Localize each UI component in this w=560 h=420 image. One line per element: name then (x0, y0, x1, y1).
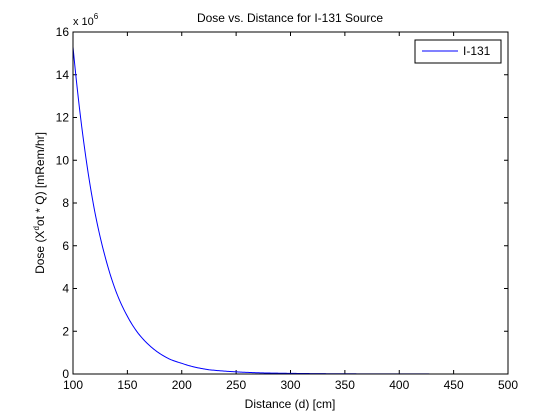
x-tick-label: 150 (117, 378, 137, 392)
y-multiplier: x 106 (73, 12, 99, 28)
x-tick-label: 450 (444, 378, 464, 392)
y-axis-label-suffix: ot * Q) [mRem/hr] (33, 132, 47, 226)
y-tick-label: 8 (62, 196, 69, 210)
x-tick-label: 350 (335, 378, 355, 392)
y-tick-label: 2 (62, 324, 69, 338)
y-multiplier-base: x 10 (73, 16, 94, 28)
y-tick-label: 10 (56, 153, 70, 167)
x-tick-label: 400 (389, 378, 409, 392)
x-tick-label: 200 (172, 378, 192, 392)
legend: I-131 (414, 39, 502, 64)
x-tick-label: 500 (498, 378, 518, 392)
axes-box (72, 31, 509, 375)
y-axis-ticks: 0 2 4 6 8 10 12 14 16 (56, 25, 508, 381)
y-tick-label: 16 (56, 25, 70, 39)
y-tick-label: 12 (56, 111, 70, 125)
x-tick-label: 100 (63, 378, 83, 392)
y-axis-label: Dose (Xdot * Q) [mRem/hr] (32, 132, 47, 274)
y-tick-label: 4 (62, 282, 69, 296)
y-tick-label: 6 (62, 239, 69, 253)
plot-area (73, 32, 508, 374)
chart-title: Dose vs. Distance for I-131 Source (197, 11, 383, 25)
x-axis-ticks: 100 150 200 250 300 350 400 450 500 (63, 32, 518, 392)
y-multiplier-exponent: 6 (94, 12, 99, 21)
x-tick-label: 250 (226, 378, 246, 392)
x-axis-label: Distance (d) [cm] (245, 397, 336, 411)
legend-label: I-131 (463, 44, 491, 58)
y-axis-label-sup: d (32, 226, 41, 230)
x-tick-label: 300 (280, 378, 300, 392)
y-tick-label: 0 (62, 367, 69, 381)
y-axis-label-prefix: Dose (X (33, 231, 47, 274)
y-tick-label: 14 (56, 68, 70, 82)
